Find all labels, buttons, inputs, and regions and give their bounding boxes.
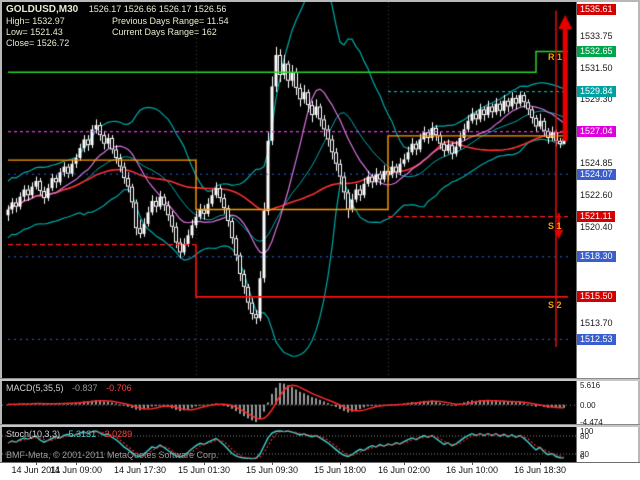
macd-header: MACD(5,35,5) -0.837 -0.706 — [6, 383, 132, 393]
stoch-name: Stoch(10,3,3) — [6, 429, 61, 439]
price-tag: 1532.65 — [577, 45, 616, 57]
price-axis-label: 1529.30 — [580, 94, 613, 105]
price-axis-label: 1533.75 — [580, 30, 613, 41]
time-tick-mark — [272, 462, 273, 465]
price-tag: 1527.04 — [577, 126, 616, 138]
time-tick-mark — [540, 462, 541, 465]
time-tick-mark — [76, 462, 77, 465]
ohlc-header: GOLDUSD,M30 1526.17 1526.66 1526.17 1526… — [6, 4, 226, 15]
time-tick-mark — [140, 462, 141, 465]
price-tag: 1529.84 — [577, 86, 616, 98]
stoch-axis-label: 80 — [580, 431, 589, 441]
price-axis[interactable] — [576, 2, 638, 462]
time-tick-mark — [472, 462, 473, 465]
time-tick-label: 15 Jun 01:30 — [177, 465, 231, 475]
price-axis-label: 1524.85 — [580, 158, 613, 169]
macd-signal-value: -0.706 — [106, 383, 132, 393]
stoch-k-value: 5.3131 — [68, 429, 97, 439]
price-axis-label: 1513.70 — [580, 317, 613, 328]
price-tag: 1512.53 — [577, 333, 616, 345]
time-axis[interactable] — [0, 462, 640, 480]
price-axis-label: 1522.60 — [580, 190, 613, 201]
time-tick-label: 16 Jun 02:00 — [377, 465, 431, 475]
pivot-label: R 1 — [548, 52, 563, 63]
price-tag: 1515.50 — [577, 291, 616, 303]
time-tick-mark — [36, 462, 37, 465]
price-axis-label: 1531.50 — [580, 62, 613, 73]
pivot-label: S 2 — [548, 299, 562, 310]
price-tag: 1518.30 — [577, 251, 616, 263]
macd-axis-label: -4.474 — [580, 418, 603, 427]
macd-panel-canvas[interactable] — [2, 381, 576, 424]
stoch-header: Stoch(10,3,3) 5.3131 2.0289 — [6, 429, 132, 439]
macd-axis-label: 0.00 — [580, 400, 596, 410]
symbol-label: GOLDUSD,M30 — [6, 4, 79, 15]
low-stat: Low= 1521.43 — [6, 27, 63, 37]
curr-range-stat: Current Days Range= 162 — [112, 27, 217, 37]
close-stat: Close= 1526.72 — [6, 38, 70, 48]
time-tick-mark — [404, 462, 405, 465]
time-tick-label: 14 Jun 09:00 — [49, 465, 103, 475]
price-tag: 1535.61 — [577, 3, 616, 15]
main-chart-canvas[interactable] — [2, 2, 576, 378]
stoch-axis-label: 0 — [580, 452, 585, 461]
prev-range-stat: Previous Days Range= 11.54 — [112, 16, 229, 26]
panel-splitter-macd[interactable] — [0, 378, 640, 381]
time-tick-mark — [204, 462, 205, 465]
macd-name: MACD(5,35,5) — [6, 383, 64, 393]
stoch-axis-label: 100 — [580, 427, 594, 436]
pivot-label: S 1 — [548, 221, 562, 231]
time-tick-label: 14 Jun 17:30 — [113, 465, 167, 475]
stoch-panel-canvas[interactable] — [2, 427, 576, 462]
time-tick-mark — [340, 462, 341, 465]
high-stat: High= 1532.97 — [6, 16, 65, 26]
time-tick-label: 16 Jun 18:30 — [513, 465, 567, 475]
copyright-text: BMF-Meta, © 2001-2011 MetaQuotes Softwar… — [6, 450, 219, 460]
time-tick-label: 14 Jun 2011 — [11, 465, 61, 475]
time-tick-label: 15 Jun 09:30 — [245, 465, 299, 475]
macd-axis-label: 5.616 — [580, 381, 601, 390]
stoch-axis-label: 20 — [580, 449, 589, 459]
price-axis-label: 1520.40 — [580, 221, 613, 232]
ohlc-values: 1526.17 1526.66 1526.17 1526.56 — [88, 4, 227, 14]
price-tag: 1524.07 — [577, 168, 616, 180]
panel-splitter-stoch[interactable] — [0, 424, 640, 427]
time-tick-label: 15 Jun 18:00 — [313, 465, 367, 475]
macd-main-value: -0.837 — [72, 383, 98, 393]
price-tag: 1521.11 — [577, 211, 615, 223]
time-tick-label: 16 Jun 10:00 — [445, 465, 499, 475]
stoch-d-value: 2.0289 — [104, 429, 133, 439]
